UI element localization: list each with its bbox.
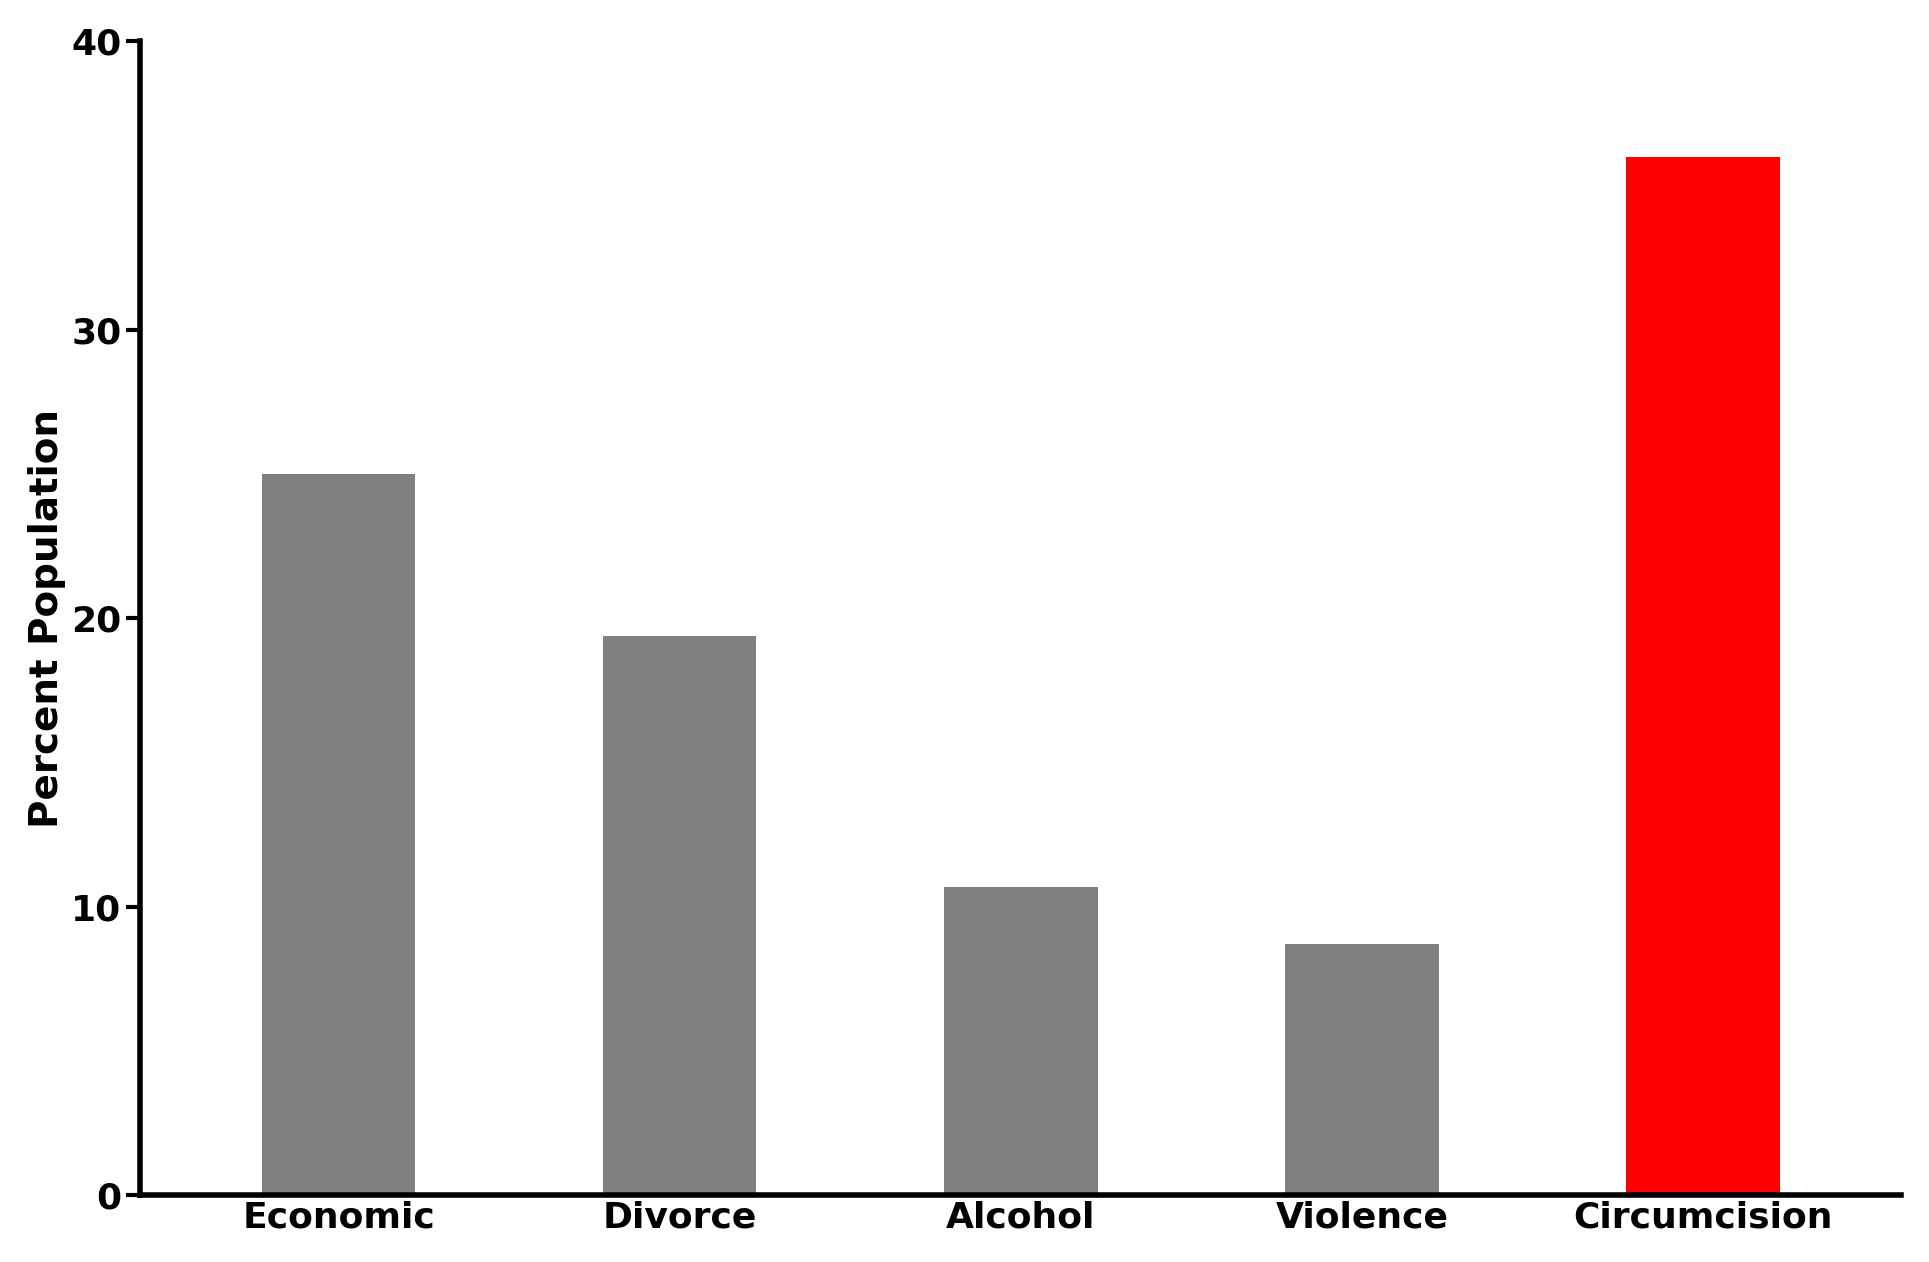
Bar [1285, 944, 1439, 1195]
Bar [262, 475, 415, 1195]
Y-axis label: Percent Population: Percent Population [27, 409, 66, 828]
Bar [943, 887, 1098, 1195]
Bar [1626, 156, 1780, 1195]
Bar [604, 636, 756, 1195]
